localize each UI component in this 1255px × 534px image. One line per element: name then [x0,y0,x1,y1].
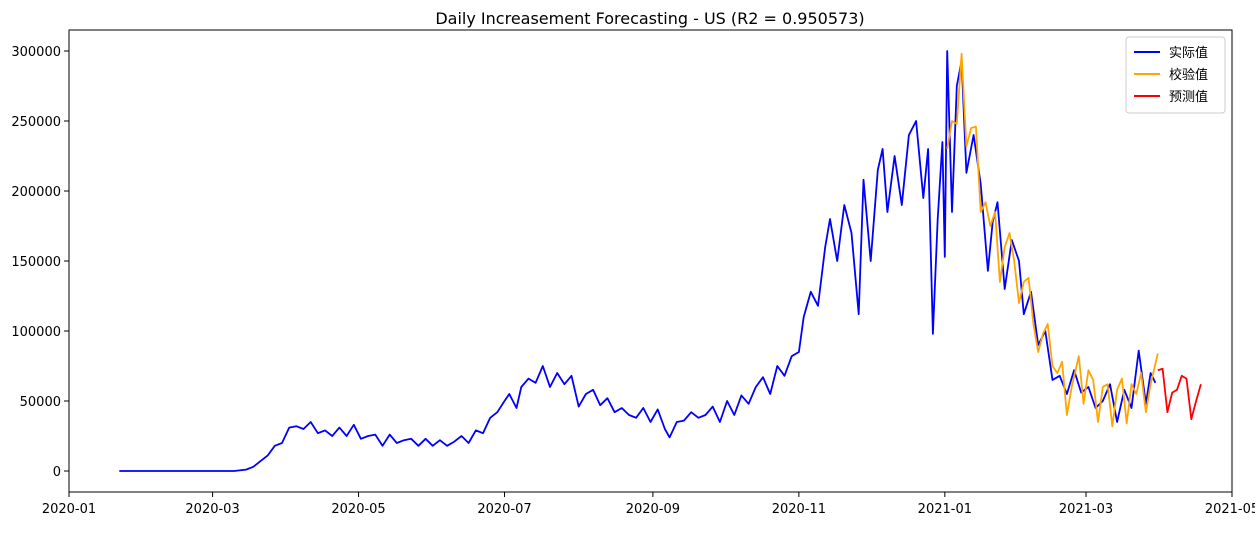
y-tick-label: 300000 [11,45,61,60]
legend-box [1125,36,1226,114]
legend-label: 实际值 [1169,45,1208,61]
legend-label: 校验值 [1169,67,1208,83]
x-tick-label: 2020-03 [185,502,239,517]
legend-label: 预测值 [1169,89,1208,105]
y-tick-label: 50000 [20,395,61,410]
chart-title: Daily Increasement Forecasting - US (R2 … [435,9,864,28]
series-line-0 [119,50,1157,472]
x-tick-label: 2021-03 [1059,502,1113,517]
x-tick-label: 2021-01 [918,502,972,517]
x-tick-label: 2020-07 [477,502,531,517]
series-lines [119,50,1202,472]
x-tick-label: 2020-11 [772,502,826,517]
x-tick-label: 2020-09 [626,502,680,517]
y-tick-label: 200000 [11,185,61,200]
y-tick-label: 250000 [11,115,61,130]
x-tick-label: 2021-05 [1205,502,1255,517]
x-tick-label: 2020-05 [331,502,385,517]
x-tick-label: 2020-01 [42,502,96,517]
y-tick-label: 100000 [11,325,61,340]
x-axis: 2020-01 2020-03 2020-05 2020-07 2020-09 2020-… [42,492,1255,517]
series-line-1 [946,52,1159,428]
y-axis: 0 50000 100000 150000 200000 250000 300000 [11,45,69,480]
y-tick-label: 150000 [11,255,61,270]
y-tick-label: 0 [53,465,61,480]
series-line-2 [1157,367,1202,421]
